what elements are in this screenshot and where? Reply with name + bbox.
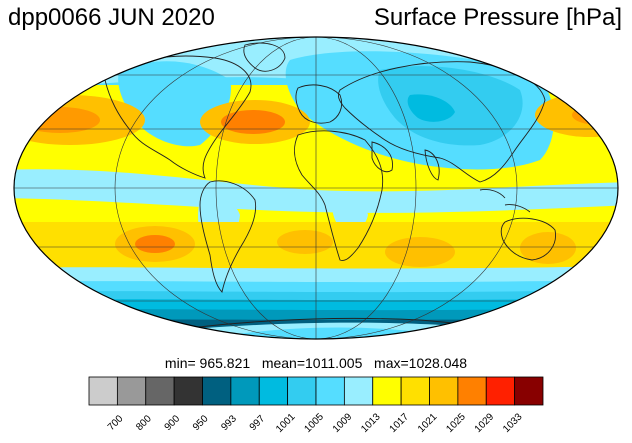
colorbar-tick-label: 993	[219, 413, 239, 433]
coastlines	[104, 42, 556, 339]
colorbar-swatch	[343, 376, 374, 406]
colorbar-tick-label: 1033	[501, 411, 525, 435]
colorbar-swatches	[88, 376, 544, 406]
colorbar-tick-label: 997	[248, 413, 268, 433]
colorbar-tick-label: 1005	[302, 411, 326, 435]
pressure-map	[13, 36, 619, 340]
colorbar-swatch	[145, 376, 175, 406]
colorbar-tick-label: 1029	[473, 411, 497, 435]
colorbar-swatch	[457, 376, 487, 406]
colorbar-tick-label: 1013	[359, 411, 383, 435]
variable-title: Surface Pressure [hPa]	[373, 4, 622, 31]
colorbar-tick-label: 1009	[331, 411, 355, 435]
colorbar-swatch	[230, 376, 260, 406]
colorbar-swatch	[315, 376, 345, 406]
colorbar-tick-label: 1021	[416, 411, 440, 435]
colorbar-swatch	[514, 376, 544, 406]
colorbar-tick-labels: 700 800 900 950 993 997 1001 1005 1009 1013 1017 10…	[106, 411, 525, 435]
map-border	[13, 36, 619, 340]
model-run-title: dpp0066 JUN 2020	[8, 4, 215, 31]
colorbar-swatch	[116, 376, 147, 406]
colorbar-tick-label: 800	[134, 413, 154, 433]
colorbar-swatch	[258, 376, 289, 406]
colorbar-swatch	[429, 376, 459, 406]
colorbar-tick-label: 700	[106, 413, 126, 433]
colorbar-tick-label: 1025	[444, 411, 468, 435]
colorbar-tick-label: 1001	[274, 411, 298, 435]
statistics-summary: min= 965.821 mean=1011.005 max=1028.048	[164, 355, 468, 371]
colorbar-tick-label: 1017	[388, 411, 412, 435]
colorbar-swatch	[400, 376, 430, 406]
colorbar-swatch	[372, 376, 402, 406]
colorbar-tick-label: 900	[163, 413, 183, 433]
colorbar-swatch	[202, 376, 232, 406]
colorbar-swatch	[88, 376, 118, 406]
colorbar-swatch	[173, 376, 203, 406]
colorbar-swatch	[287, 376, 317, 406]
colorbar-tick-label: 950	[191, 413, 211, 433]
colorbar-swatch	[485, 376, 516, 406]
